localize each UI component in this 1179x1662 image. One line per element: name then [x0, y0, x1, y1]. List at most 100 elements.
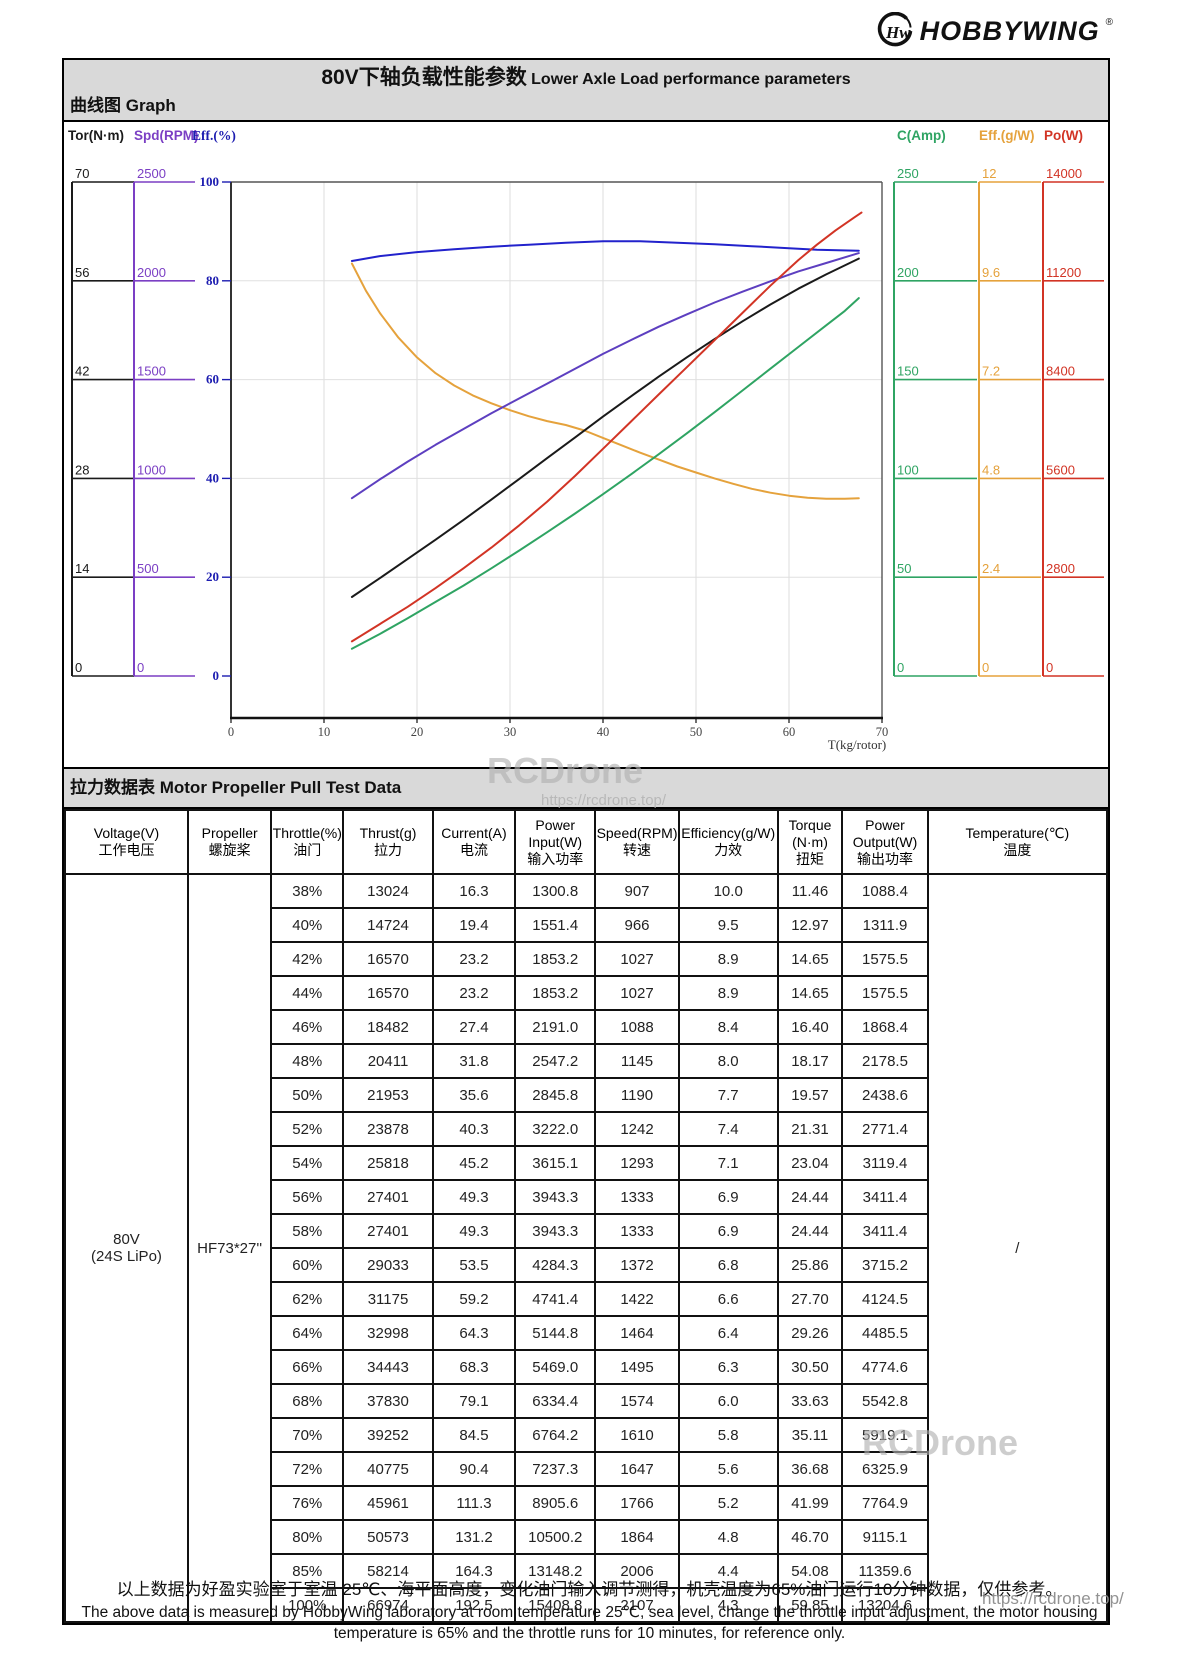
table-cell: 8.0 [677, 1043, 779, 1079]
table-cell: 3119.4 [841, 1145, 929, 1181]
table-cell: 66974 [342, 1587, 434, 1623]
table-cell: 1575.5 [841, 941, 929, 977]
table-cell: 6.8 [677, 1247, 779, 1283]
x-tick-label: 20 [411, 725, 424, 739]
table-row: 46% 18482 27.4 2191.0 1088 8.4 16.40 1868.4 [65, 1009, 1107, 1045]
table-cell: 7.7 [677, 1077, 779, 1113]
table-cell: 3715.2 [841, 1247, 929, 1283]
axis-title: C(Amp) [897, 128, 946, 143]
axis-title: Po(W) [1044, 128, 1083, 143]
table-cell: 3411.4 [841, 1179, 929, 1215]
axis-tick-label: 2800 [1046, 561, 1075, 576]
curve-efficiency-pct [350, 240, 860, 262]
table-cell: 9115.1 [841, 1519, 929, 1555]
table-cell: 1868.4 [841, 1009, 929, 1045]
table-cell: 27401 [342, 1213, 434, 1249]
table-cell: 1551.4 [514, 907, 597, 943]
table-cell: 3943.3 [514, 1213, 597, 1249]
table-cell: 10500.2 [514, 1519, 597, 1555]
table-cell: 1495 [594, 1349, 680, 1385]
table-row: 58% 27401 49.3 3943.3 1333 6.9 24.44 3411.4 [65, 1213, 1107, 1249]
table-cell: 2006 [594, 1553, 680, 1589]
table-cell: 12.97 [776, 907, 844, 943]
table-cell: 2771.4 [841, 1111, 929, 1147]
table-row: 85% 58214 164.3 13148.2 2006 4.4 54.08 11359.6 [65, 1553, 1107, 1589]
table-cell: 37830 [342, 1383, 434, 1419]
table-cell: 8.4 [677, 1009, 779, 1045]
table-cell: 32998 [342, 1315, 434, 1351]
curve-torque-nm [350, 257, 860, 598]
table-cell: 18.17 [776, 1043, 844, 1079]
table-row: 66% 34443 68.3 5469.0 1495 6.3 30.50 4774.6 [65, 1349, 1107, 1385]
table-cell: 39252 [342, 1417, 434, 1453]
table-cell: 27401 [342, 1179, 434, 1215]
table-cell: 1300.8 [514, 873, 597, 909]
table-row: 76% 45961 111.3 8905.6 1766 5.2 41.99 7764.9 [65, 1485, 1107, 1521]
table-cell: 11359.6 [841, 1553, 929, 1589]
table-row: 100% 66974 192.5 15408.8 2107 4.3 59.85 13204.6 [65, 1587, 1107, 1623]
table-cell: 41.99 [776, 1485, 844, 1521]
table-cell: 2107 [594, 1587, 680, 1623]
pull-test-table: Voltage(V) 工作电压 Propeller 螺旋桨 Throttle(%) 油门 T… [64, 809, 1109, 1623]
table-cell: 13148.2 [514, 1553, 597, 1589]
axis-tick-label: 2000 [137, 265, 166, 280]
column-header-3: Throttle(%) 油门 [270, 809, 345, 875]
table-cell: 1610 [594, 1417, 680, 1453]
table-cell: 46% [270, 1009, 345, 1045]
axis-tick-label: 4.8 [982, 462, 1000, 477]
table-cell: 3222.0 [514, 1111, 597, 1147]
table-row: 52% 23878 40.3 3222.0 1242 7.4 21.31 2771.4 [65, 1111, 1107, 1147]
axis-tick-label: 0 [137, 660, 144, 675]
table-row: 70% 39252 84.5 6764.2 1610 5.8 35.11 5919.1 [65, 1417, 1107, 1453]
table-cell: 29033 [342, 1247, 434, 1283]
table-cell: 4.4 [677, 1553, 779, 1589]
table-cell: 59.2 [431, 1281, 517, 1317]
table-header: Voltage(V) 工作电压 Propeller 螺旋桨 Throttle(%) 油门 T… [64, 809, 1109, 875]
table-cell: 23.2 [431, 975, 517, 1011]
column-header-2: Propeller 螺旋桨 [186, 809, 273, 875]
column-header-8: Efficiency(g/W) 力效 [677, 809, 779, 875]
table-row: 68% 37830 79.1 6334.4 1574 6.0 33.63 5542.8 [65, 1383, 1107, 1419]
table-row: 80V (24S LiPo) HF73*27'' 38% 13024 16.3 1300.8… [64, 873, 1109, 1623]
table-cell: 44% [270, 975, 345, 1011]
table-cell: 59.85 [776, 1587, 844, 1623]
table-cell: 1766 [594, 1485, 680, 1521]
axis-tick-label: 60 [206, 372, 219, 387]
table-cell: 1027 [594, 941, 680, 977]
table-cell: 7.1 [677, 1145, 779, 1181]
table-cell: 45.2 [431, 1145, 517, 1181]
table-cell: 5.2 [677, 1485, 779, 1521]
table-cell: 16570 [342, 975, 434, 1011]
footer-note: 以上数据为好盈实验室于室温 25℃、海平面高度，变化油门输入调节测得，机壳温度为… [0, 1578, 1179, 1644]
table-cell: 131.2 [431, 1519, 517, 1555]
table-cell: 6325.9 [841, 1451, 929, 1487]
table-cell: 4284.3 [514, 1247, 597, 1283]
table-cell: 90.4 [431, 1451, 517, 1487]
table-body: 80V (24S LiPo) HF73*27'' 38% 13024 16.3 1300.8… [64, 873, 1109, 1623]
table-cell: 24.44 [776, 1179, 844, 1215]
axis-tick-label: 0 [213, 668, 220, 683]
table-row: 44% 16570 23.2 1853.2 1027 8.9 14.65 1575.5 [65, 975, 1107, 1011]
table-row: 56% 27401 49.3 3943.3 1333 6.9 24.44 3411.4 [65, 1179, 1107, 1215]
x-axis-title: T(kg/rotor) [828, 737, 886, 752]
table-cell: 49.3 [431, 1179, 517, 1215]
table-cell: 76% [270, 1485, 345, 1521]
page-title-cn: 80V下轴负载性能参数 [321, 66, 527, 89]
table-cell: 1242 [594, 1111, 680, 1147]
table-section-label: 拉力数据表 Motor Propeller Pull Test Data [64, 769, 1108, 809]
table-cell: 1145 [594, 1043, 680, 1079]
page-title: 80V下轴负载性能参数 Lower Axle Load performance … [70, 63, 1102, 95]
table-cell: 40775 [342, 1451, 434, 1487]
table-cell: 6764.2 [514, 1417, 597, 1453]
table-row: 80% 50573 131.2 10500.2 1864 4.8 46.70 9115.1 [65, 1519, 1107, 1555]
axis-tick-label: 80 [206, 273, 219, 288]
hobbywing-logo: Hw HOBBYWING ® [876, 12, 1113, 50]
table-cell: 1333 [594, 1179, 680, 1215]
table-cell: 1853.2 [514, 975, 597, 1011]
axis-tick-label: 9.6 [982, 265, 1000, 280]
table-cell: 31.8 [431, 1043, 517, 1079]
table-cell: 7237.3 [514, 1451, 597, 1487]
table-cell: 8905.6 [514, 1485, 597, 1521]
table-row: 64% 32998 64.3 5144.8 1464 6.4 29.26 4485.5 [65, 1315, 1107, 1351]
